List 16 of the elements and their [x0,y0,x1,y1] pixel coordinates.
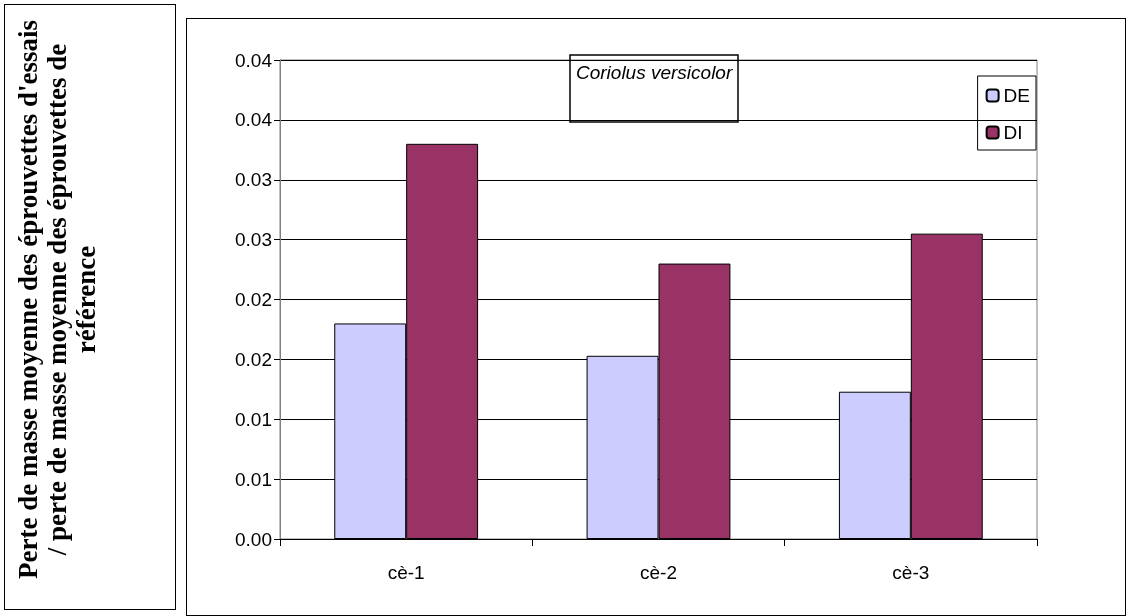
y-tick-label: 0.01 [235,468,272,490]
y-tick-label: 0.02 [235,289,272,310]
legend-label: DE [1003,85,1031,106]
y-tick-label: 0.04 [235,49,273,71]
x-tick-label: cè-3 [892,562,930,583]
y-tick-label: 0.02 [235,348,272,370]
y-axis-title: Perte de masse moyenne des éprouvettes d'essais / perte de masse moyenne des éprouvettes de référence [12,20,101,579]
chart-title: Coriolus versicolor [576,62,733,83]
y-tick-label: 0.04 [235,109,273,131]
x-tick-label: cè-2 [640,562,677,583]
y-tick-label: 0.03 [235,229,272,251]
y-tick-label: 0.00 [235,528,272,550]
x-tick-label: cè-1 [387,562,425,583]
legend-label: DI [1003,122,1023,143]
y-tick-label: 0.01 [235,408,272,430]
y-tick-label: 0.03 [235,169,272,191]
